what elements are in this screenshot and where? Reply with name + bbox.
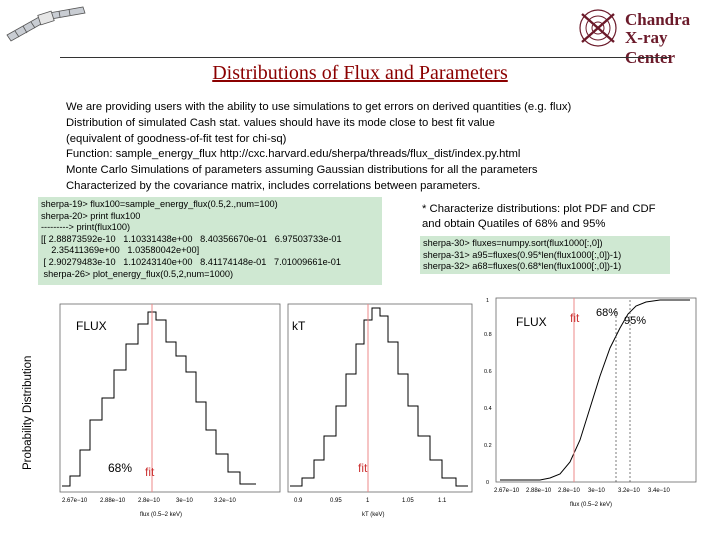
annotation-fit: fit [358,461,368,475]
code-block-quantiles: sherpa-30> fluxes=numpy.sort(flux1000[:,… [420,236,670,274]
kt-histogram [290,307,468,487]
plots-area: FLUX 68% fit 2.67e−10 2.88e−10 2.8e−10 3… [59,297,697,518]
annotation-68: 68% [596,307,618,319]
plot-frame [495,297,697,483]
y-tick: 0.4 [484,406,492,412]
note-line: and obtain Quatiles of 68% and 95% [422,218,606,230]
annotation-68: 68% [108,461,132,475]
x-tick: 0.95 [330,498,342,504]
note-line: * Characterize distributions: plot PDF a… [422,203,656,215]
intro-line: Monte Carlo Simulations of parameters as… [66,164,538,177]
x-tick: 1 [366,498,370,504]
code-block-sample-flux: sherpa-19> flux100=sample_energy_flux(0.… [38,197,382,285]
annotation-fit: fit [145,465,155,479]
chart-title: FLUX [516,315,547,329]
code-line: [[ 2.88873592e-10 1.10331438e+00 8.40356… [41,233,342,244]
plot-frame [59,303,281,493]
code-line: sherpa-19> flux100=sample_energy_flux(0.… [41,199,278,209]
intro-line: Function: sample_energy_flux http://cxc.… [66,148,521,161]
flux-cdf-plot: FLUX fit 68% 95% 0 0.2 0.4 0.6 0.8 1 2.6… [484,297,697,508]
plot-frame [287,303,473,493]
characterize-note: * Characterize distributions: plot PDF a… [422,202,712,232]
x-axis-label: kT (keV) [362,512,385,518]
flux-cdf-curve [500,299,690,481]
x-tick: 1.05 [402,498,414,504]
logo-text-chandra: Chandra [625,10,691,29]
y-tick: 1 [486,298,489,304]
x-tick: 2.88e−10 [100,498,126,504]
code-line: sherpa-26> plot_energy_flux(0.5,2,num=10… [41,268,234,279]
annotation-95: 95% [624,315,646,327]
y-tick: 0.2 [484,443,492,449]
intro-line: Distribution of simulated Cash stat. val… [66,116,495,129]
code-line: sherpa-32> a68=fluxes(0.68*len(flux1000[… [423,261,622,272]
page-title: Distributions of Flux and Parameters [212,62,508,84]
code-line: [ 2.90279483e-10 1.10243140e+00 8.411741… [41,256,341,267]
x-axis-label: flux (0.5–2 keV) [140,512,182,518]
flux-pdf-plot: FLUX 68% fit 2.67e−10 2.88e−10 2.8e−10 3… [59,303,281,518]
y-axis-label: Probability Distribution [22,355,34,470]
x-tick: 1.1 [438,498,447,504]
y-tick: 0 [486,480,489,486]
y-tick: 0.6 [484,369,492,375]
intro-line: Characterized by the covariance matrix, … [66,179,481,192]
y-tick: 0.8 [484,332,492,338]
annotation-fit: fit [570,311,580,325]
chart-title: kT [292,319,306,333]
satellite-icon [6,6,86,42]
intro-line: We are providing users with the ability … [66,101,572,113]
chandra-logo-icon [579,9,617,47]
x-tick: 2.67e−10 [62,498,88,504]
code-line: ---------> print(flux100) [41,222,131,233]
intro-line: (equivalent of goodness-of-fit test for … [66,132,287,145]
intro-text: We are providing users with the ability … [66,100,666,195]
code-line: sherpa-20> print flux100 [41,210,141,221]
code-line: sherpa-30> fluxes=numpy.sort(flux1000[:,… [423,238,603,248]
chart-title: FLUX [76,319,107,333]
flux-histogram [62,311,256,487]
x-tick: 2.88e−10 [526,488,552,494]
code-line: sherpa-31> a95=fluxes(0.95*len(flux1000[… [423,249,622,260]
x-tick: 2.67e−10 [494,488,520,494]
kt-pdf-plot: kT fit 0.9 0.95 1 1.05 1.1 kT (keV) [287,303,473,518]
x-tick: 3e−10 [176,498,194,504]
x-tick: 3.2e−10 [214,498,237,504]
x-tick: 3e−10 [588,488,606,494]
x-tick: 3.2e−10 [618,488,641,494]
x-tick: 2.8e−10 [138,498,161,504]
code-line: 2.35411369e+00 1.03580042e+00] [41,245,200,256]
x-tick: 3.4e−10 [648,488,671,494]
x-tick: 2.8e−10 [558,488,581,494]
x-tick: 0.9 [294,498,303,504]
x-axis-label: flux (0.5–2 keV) [570,502,612,508]
header-divider [60,57,670,58]
